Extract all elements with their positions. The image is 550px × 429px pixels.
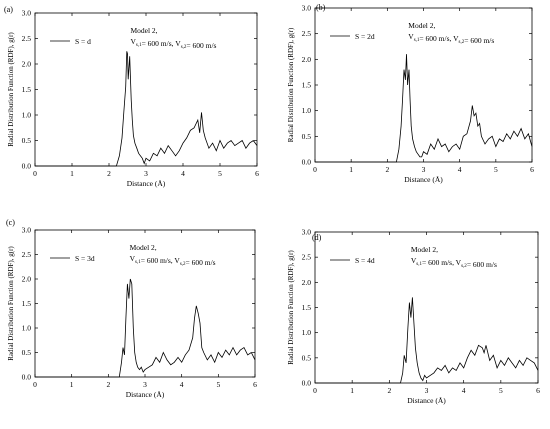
- y-tick-label: 2.0: [302, 55, 312, 64]
- y-tick-label: 0.5: [22, 136, 32, 145]
- y-tick-label: 2.5: [22, 34, 32, 43]
- legend-label: S = 4d: [355, 256, 375, 265]
- x-axis-label: Distance (Å): [127, 179, 166, 188]
- x-tick-label: 1: [70, 169, 74, 178]
- panel-label: (a): [4, 5, 13, 14]
- x-tick-label: 3: [425, 386, 429, 395]
- x-tick-label: 6: [253, 380, 257, 389]
- annotation-model: Model 2,: [411, 245, 438, 254]
- y-tick-label: 3.0: [22, 226, 32, 235]
- annotation-velocity: Vs,1= 600 m/s, Vs,2= 600 m/s: [408, 32, 494, 45]
- x-tick-label: 1: [350, 386, 354, 395]
- x-tick-label: 0: [313, 165, 317, 174]
- y-tick-label: 0.0: [22, 162, 32, 171]
- x-tick-label: 4: [180, 380, 184, 389]
- x-tick-label: 4: [458, 165, 462, 174]
- chart-panel-b: (b) 0 1 2 3 4 5 6 0.0 0.5 1.0 1.5 2.0 2.5 3.0 Distance …: [287, 3, 534, 184]
- y-tick-label: 3.0: [302, 228, 312, 237]
- x-tick-label: 6: [530, 165, 534, 174]
- chart-panel-c: (c) 0 1 2 3 4 5 6 0.0 0.5 1.0 1.5 2.0 2.5 3.0 Distance …: [6, 218, 257, 399]
- y-tick-label: 2.5: [22, 250, 32, 259]
- plot-frame: [34, 229, 256, 378]
- x-tick-label: 0: [313, 386, 317, 395]
- x-tick-label: 1: [70, 380, 74, 389]
- y-tick-label: 1.0: [22, 111, 32, 120]
- y-tick-label: 3.0: [22, 9, 32, 18]
- legend-label: S = d: [75, 37, 91, 46]
- annotation-velocity: Vs,1= 600 m/s, Vs,2= 600 m/s: [130, 254, 216, 267]
- x-tick-label: 2: [106, 380, 110, 389]
- y-tick-label: 1.5: [302, 81, 312, 90]
- y-tick-label: 3.0: [302, 4, 312, 13]
- x-tick-label: 4: [181, 169, 185, 178]
- x-axis-label: Distance (Å): [126, 390, 165, 399]
- rdf-series-line: [315, 297, 539, 384]
- y-tick-label: 2.0: [22, 275, 32, 284]
- panel-label: (d): [312, 233, 322, 242]
- rdf-series-line: [35, 51, 258, 167]
- annotation-model: Model 2,: [408, 21, 435, 30]
- panel-label: (c): [6, 218, 15, 227]
- rdf-series-line: [35, 278, 256, 378]
- x-tick-label: 6: [255, 169, 259, 178]
- y-tick-label: 0.0: [302, 158, 312, 167]
- x-tick-label: 2: [107, 169, 111, 178]
- chart-panel-d: (d) 0 1 2 3 4 5 6 0.0 0.5 1.0 1.5 2.0 2.5 3.0 Distance …: [287, 228, 540, 406]
- y-tick-label: 0.5: [302, 132, 312, 141]
- y-tick-label: 1.5: [22, 85, 32, 94]
- plot-frame: [314, 231, 539, 384]
- y-tick-label: 1.5: [22, 299, 32, 308]
- y-tick-label: 2.0: [302, 278, 312, 287]
- plot-frame: [34, 12, 258, 167]
- x-axis-label: Distance (Å): [407, 396, 446, 405]
- x-tick-label: 4: [462, 386, 466, 395]
- x-tick-label: 3: [422, 165, 426, 174]
- x-tick-label: 0: [33, 169, 37, 178]
- y-axis-label: Radial Distribution Function (RDF), g(r): [287, 250, 295, 365]
- rdf-series-line: [315, 54, 533, 163]
- y-tick-label: 1.0: [22, 324, 32, 333]
- x-tick-label: 2: [385, 165, 389, 174]
- y-tick-label: 2.5: [302, 29, 312, 38]
- annotation-velocity: Vs,1= 600 m/s, Vs,2= 600 m/s: [411, 256, 497, 269]
- x-tick-label: 3: [143, 380, 147, 389]
- legend-label: S = 3d: [75, 254, 95, 263]
- annotation-model: Model 2,: [130, 26, 157, 35]
- y-axis-label: Radial Distribution Function (RDF), g(r): [7, 246, 15, 361]
- x-tick-label: 3: [144, 169, 148, 178]
- x-tick-label: 0: [33, 380, 37, 389]
- x-tick-label: 5: [218, 169, 222, 178]
- annotation-model: Model 2,: [130, 243, 157, 252]
- y-axis-label: Radial Distribution Function (RDF), g(r): [7, 32, 15, 147]
- y-tick-label: 0.5: [302, 353, 312, 362]
- x-tick-label: 5: [499, 386, 503, 395]
- x-tick-label: 5: [216, 380, 220, 389]
- y-tick-label: 0.0: [302, 379, 312, 388]
- y-tick-label: 2.5: [302, 253, 312, 262]
- x-tick-label: 6: [536, 386, 540, 395]
- y-tick-label: 0.0: [22, 373, 32, 382]
- x-axis-label: Distance (Å): [404, 175, 443, 184]
- y-tick-label: 1.0: [302, 328, 312, 337]
- y-tick-label: 2.0: [22, 60, 32, 69]
- x-tick-label: 5: [494, 165, 498, 174]
- y-axis-label: Radial Distribution Function (RDF), g(r): [287, 27, 295, 142]
- y-tick-label: 1.0: [302, 106, 312, 115]
- panel-label: (b): [316, 3, 326, 12]
- legend-label: S = 2d: [355, 32, 375, 41]
- x-tick-label: 2: [387, 386, 391, 395]
- x-tick-label: 1: [349, 165, 353, 174]
- annotation-velocity: Vs,1= 600 m/s, Vs,2= 600 m/s: [130, 37, 216, 50]
- y-tick-label: 1.5: [302, 303, 312, 312]
- y-tick-label: 0.5: [22, 348, 32, 357]
- chart-panel-a: (a) 0 1 2 3 4 5 6 0.0 0.5 1.0 1.5 2.0 2.5 3.0 Distance …: [4, 5, 259, 188]
